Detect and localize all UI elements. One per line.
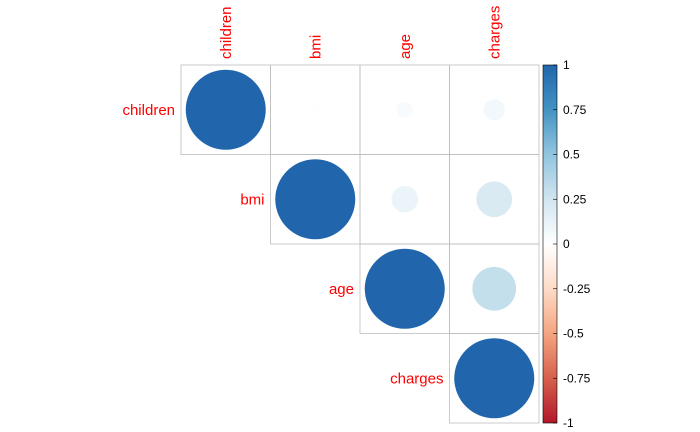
correlation-circle-bmi-age [391,185,419,213]
matrix-cell [449,333,540,424]
colorbar-tick-label: -0.75 [563,371,591,385]
colorbar-tick-label: -0.5 [563,327,584,341]
column-label-age: age [397,34,414,59]
row-label-children: children [122,102,175,119]
column-label-children: children [218,6,235,59]
column-label-bmi: bmi [307,35,324,59]
colorbar-tick-label: 0.25 [563,192,587,206]
row-label-bmi: bmi [240,191,264,208]
correlation-circles [185,69,535,419]
colorbar-tick-label: 0.75 [563,103,587,117]
colorbar-tick-label: 0 [563,237,570,251]
correlation-circle-age-age [364,248,445,329]
row-label-charges: charges [390,370,443,387]
column-label-charges: charges [486,6,503,59]
row-label-age: age [329,281,354,298]
correlation-circle-children-children [185,69,266,150]
colorbar-tick-label: 0.5 [563,148,580,162]
colorbar-tick-label: 1 [563,58,570,72]
correlation-circle-age-charges [472,266,517,311]
variable-labels: children bmi age charges children bmi age charg… [122,6,503,388]
correlation-circle-children-age [396,101,413,118]
matrix-grid [180,64,540,424]
correlation-circle-charges-charges [454,338,535,419]
correlation-circle-bmi-charges [476,181,513,218]
correlation-circle-children-bmi [311,105,320,114]
correlation-circle-children-charges [483,99,505,121]
colorbar-tick-label: -0.25 [563,282,591,296]
colorbar-tick-label: -1 [563,416,574,430]
color-legend: 1 0.75 0.5 0.25 0 -0.25 -0.5 -0.75 -1 [542,58,591,430]
correlation-circle-bmi-bmi [275,159,356,240]
